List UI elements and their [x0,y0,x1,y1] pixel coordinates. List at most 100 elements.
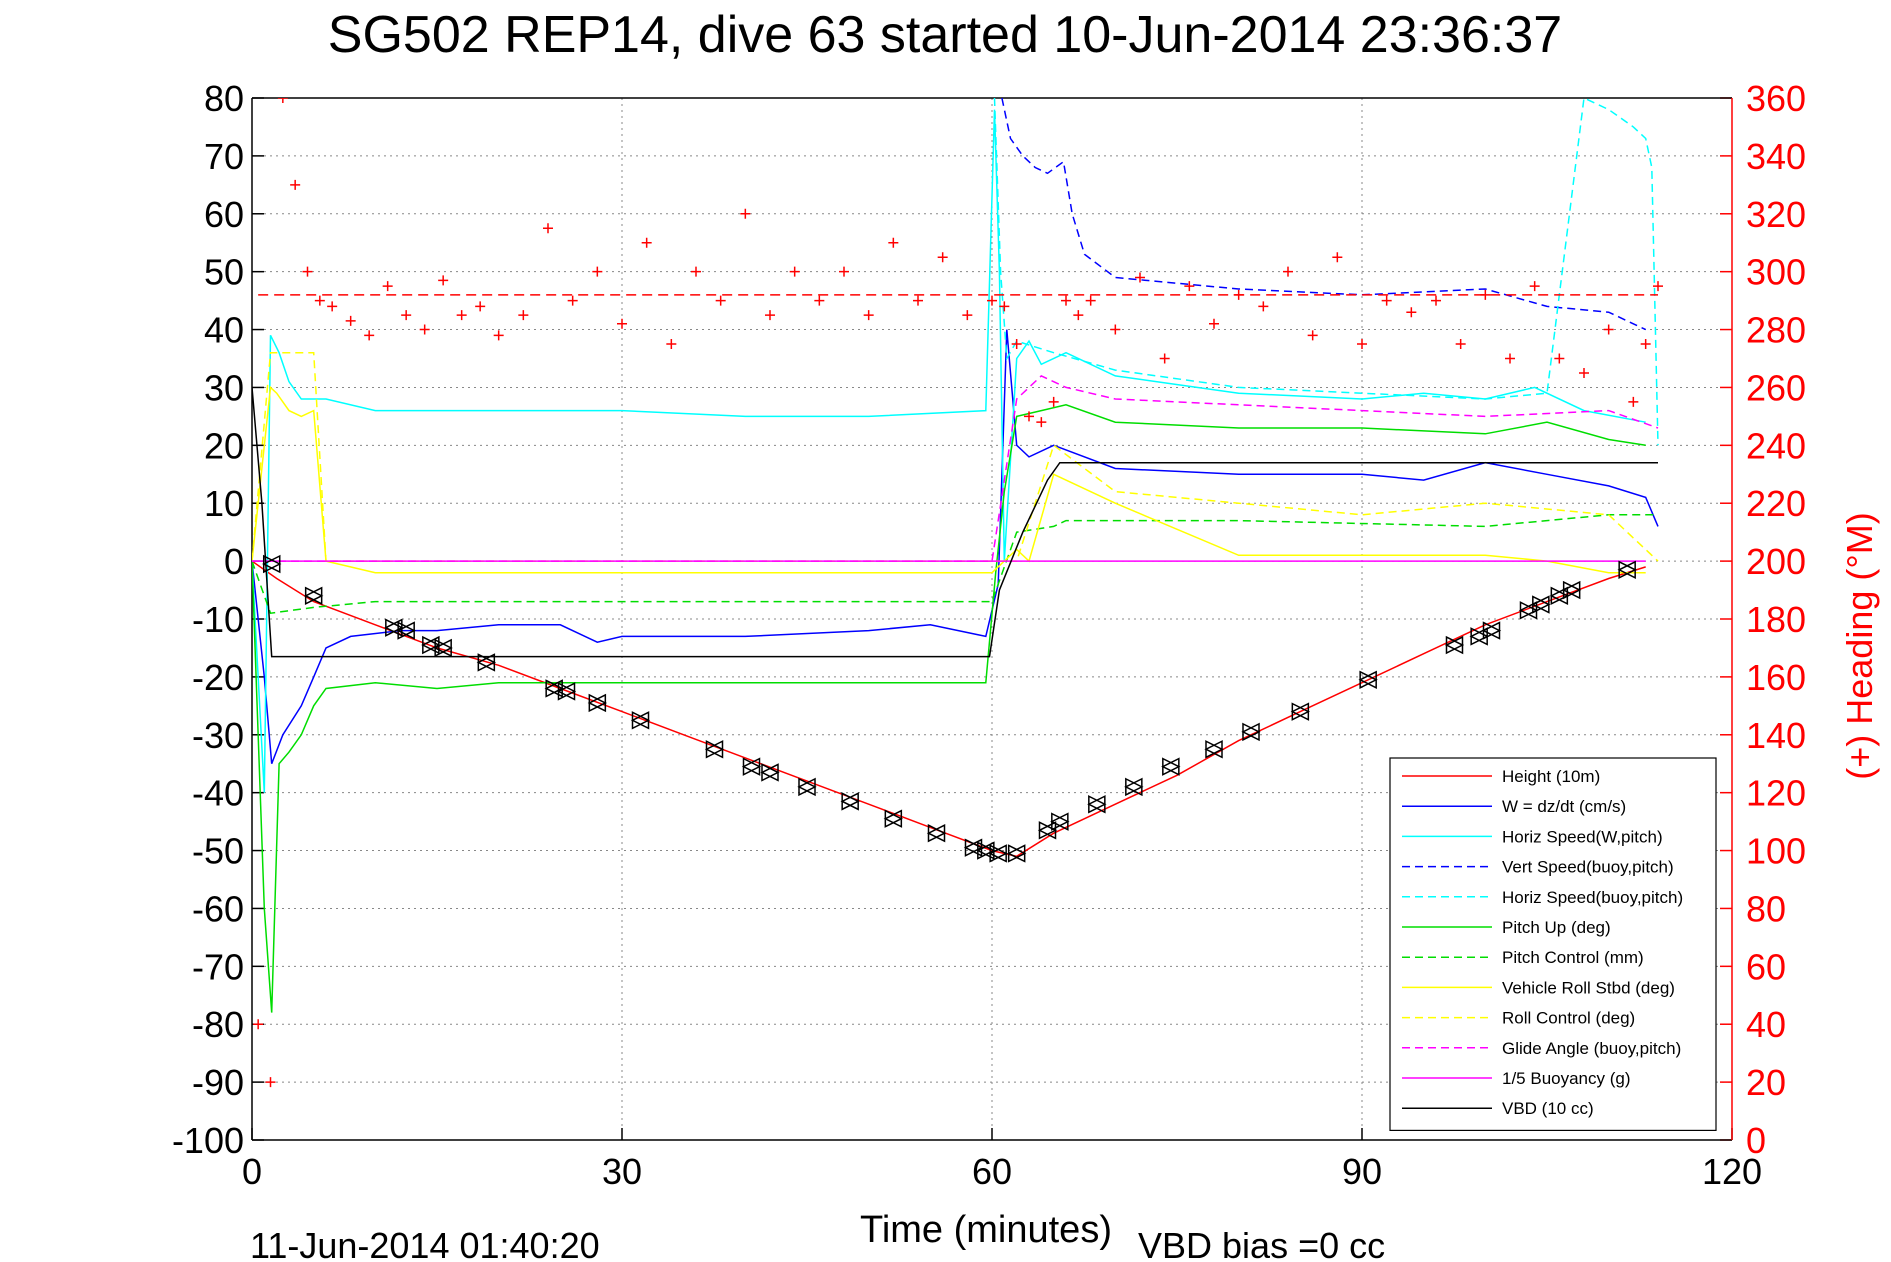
heading-point [1135,272,1145,283]
legend-label: Horiz Speed(buoy,pitch) [1502,888,1683,907]
heading-point [1233,289,1244,300]
y-tick-label: 70 [204,136,244,177]
heading-point [1406,307,1417,318]
series-line-2 [252,109,1646,793]
tick-labels: 80706050403020100-10-20-30-40-50-60-70-8… [172,78,1806,1192]
marker-left [303,586,323,606]
heading-point [1283,266,1293,277]
y2-tick-label: 260 [1746,367,1806,408]
y2-tick-label: 40 [1746,1004,1786,1045]
y2-tick-label: 60 [1746,946,1786,987]
grid [252,98,1732,1140]
heading-point [419,324,430,335]
legend-label: Vert Speed(buoy,pitch) [1502,858,1674,877]
heading-point [1357,339,1367,350]
x-tick-label: 60 [972,1151,1012,1192]
y-tick-label: 0 [224,541,244,582]
legend-label: Glide Angle (buoy,pitch) [1502,1039,1681,1058]
legend-label: Vehicle Roll Stbd (deg) [1502,978,1675,997]
y-tick-label: -30 [192,715,244,756]
heading-point [715,295,726,306]
heading-point [1529,281,1540,292]
y-tick-label: -10 [192,599,244,640]
marker-left [433,638,452,658]
legend-label: Height (10m) [1502,767,1600,786]
heading-point [1024,411,1034,422]
y2-tick-label: 180 [1746,599,1806,640]
marker-layer [262,554,1637,863]
y-tick-label: 20 [204,425,244,466]
marker-left [1161,757,1180,776]
heading-point [518,310,529,321]
heading-point [543,223,553,234]
legend-label: W = dz/dt (cm/s) [1502,797,1626,816]
heading-point [1110,324,1121,335]
marker-left [1087,795,1106,814]
heading-point [364,330,375,341]
heading-point [1073,310,1084,321]
y2-tick-label: 280 [1746,310,1806,351]
y2-tick-label: 340 [1746,136,1806,177]
heading-point [1381,295,1392,306]
series-line-5 [252,404,1646,1013]
marker-left [1241,722,1260,742]
legend-label: Roll Control (deg) [1502,1009,1635,1028]
marker-left [476,653,496,672]
marker-left [976,841,995,860]
marker-left [741,757,761,776]
heading-point [691,266,701,277]
heading-point [1431,295,1441,306]
heading-point [1480,289,1491,300]
marker-left [760,763,779,782]
y-tick-label: -100 [172,1120,244,1161]
marker-left [421,635,440,655]
series-line-7 [252,385,1646,574]
heading-point [327,301,338,312]
y-tick-label: -90 [192,1062,244,1103]
heading-point [888,237,899,248]
marker-left [797,777,816,797]
legend-label: 1/5 Buoyancy (g) [1502,1069,1631,1088]
heading-point [1085,295,1096,306]
footer-timestamp: 11-Jun-2014 01:40:20 [250,1225,600,1262]
heading-point [1048,396,1059,407]
marker-left [963,838,983,857]
legend-label: Pitch Up (deg) [1502,918,1611,937]
heading-point [277,98,288,103]
marker-left [1290,702,1310,721]
marker-left [630,711,650,730]
y-tick-label: 80 [204,78,244,119]
marker-left [1561,580,1581,600]
heading-point [962,310,973,321]
heading-point [1554,353,1565,364]
marker-left [544,679,563,698]
heading-point [1455,339,1466,350]
heading-point [666,339,677,350]
marker-left [1444,635,1464,655]
marker-left [840,792,859,811]
y-tick-label: 30 [204,367,244,408]
x-tick-label: 0 [242,1151,262,1192]
heading-point [987,295,997,306]
legend-label: Horiz Speed(W,pitch) [1502,827,1663,846]
series-layer [252,98,1659,1013]
legend-box [1389,757,1717,1131]
legend-label: VBD (10 cc) [1502,1099,1594,1118]
marker-left [1481,621,1501,640]
heading-point [1603,324,1614,335]
marker-left [1124,777,1143,797]
legend-label: Pitch Control (mm) [1502,948,1644,967]
heading-point [345,315,356,326]
y-tick-label: 60 [204,194,244,235]
y2-tick-label: 220 [1746,483,1806,524]
series-line-0 [252,560,1646,858]
x-tick-label: 30 [602,1151,642,1192]
marker-left [384,618,403,637]
heading-point [913,295,923,306]
series-line-1 [252,329,1659,764]
y2-tick-label: 140 [1746,715,1806,756]
heading-point [1640,339,1651,350]
heading-point [937,252,948,263]
heading-point [1184,281,1195,292]
